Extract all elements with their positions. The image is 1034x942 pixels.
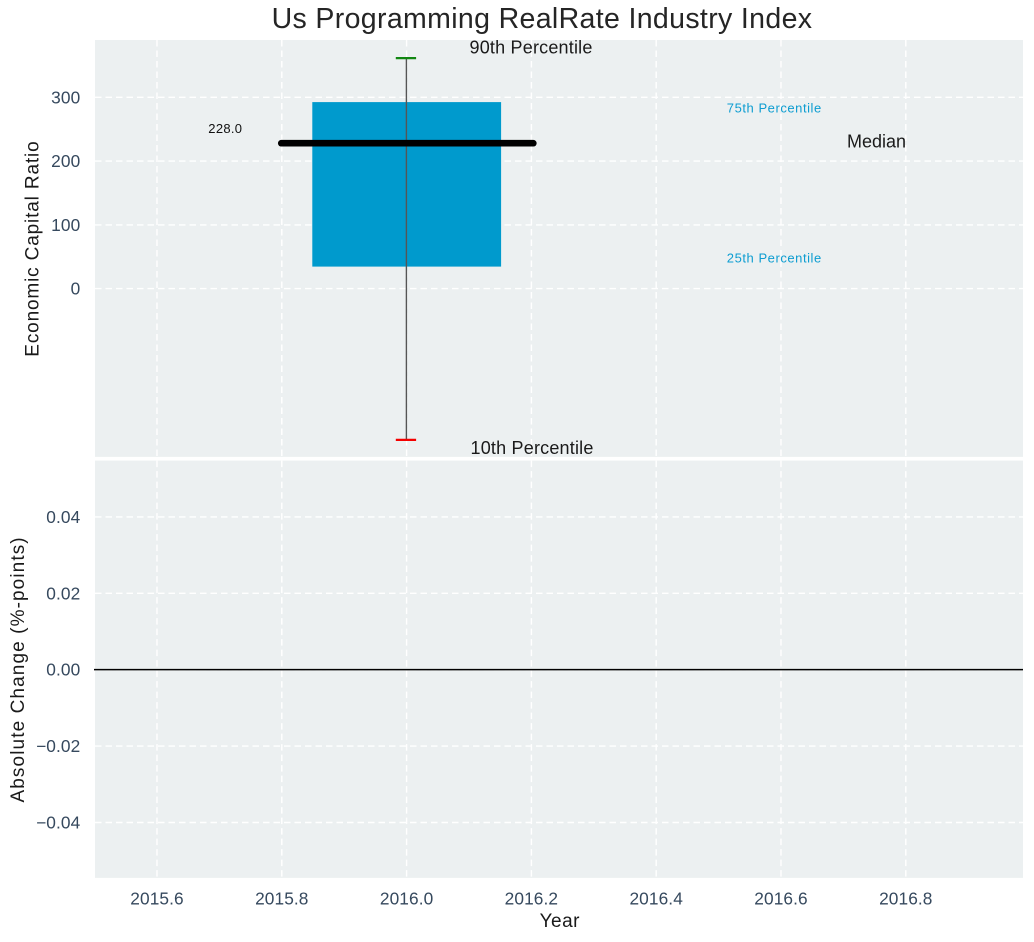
svg-text:0.02: 0.02 (46, 583, 80, 603)
svg-text:2015.8: 2015.8 (255, 889, 308, 909)
svg-text:Absolute Change (%-points): Absolute Change (%-points) (8, 536, 29, 802)
svg-text:2016.8: 2016.8 (879, 889, 932, 909)
svg-text:2016.4: 2016.4 (629, 889, 683, 909)
svg-text:0.04: 0.04 (46, 507, 80, 527)
svg-text:25th Percentile: 25th Percentile (727, 251, 822, 266)
svg-text:0: 0 (71, 279, 81, 299)
svg-text:−0.04: −0.04 (36, 813, 81, 833)
svg-text:100: 100 (51, 215, 80, 235)
svg-text:2016.0: 2016.0 (380, 889, 433, 909)
svg-text:Economic Capital Ratio: Economic Capital Ratio (23, 141, 44, 357)
svg-text:228.0: 228.0 (208, 121, 242, 136)
svg-text:200: 200 (51, 151, 80, 171)
svg-text:300: 300 (51, 87, 80, 107)
svg-text:Year: Year (540, 911, 581, 932)
svg-text:2016.6: 2016.6 (754, 889, 807, 909)
svg-text:75th Percentile: 75th Percentile (727, 101, 822, 116)
svg-text:Us Programming RealRate Indust: Us Programming RealRate Industry Index (272, 3, 813, 35)
svg-text:−0.02: −0.02 (36, 736, 80, 756)
svg-text:Median: Median (847, 132, 906, 152)
svg-text:2015.6: 2015.6 (130, 889, 183, 909)
svg-text:2016.2: 2016.2 (505, 889, 558, 909)
svg-text:0.00: 0.00 (46, 660, 80, 680)
svg-text:90th Percentile: 90th Percentile (470, 38, 593, 58)
svg-text:10th Percentile: 10th Percentile (471, 438, 594, 458)
